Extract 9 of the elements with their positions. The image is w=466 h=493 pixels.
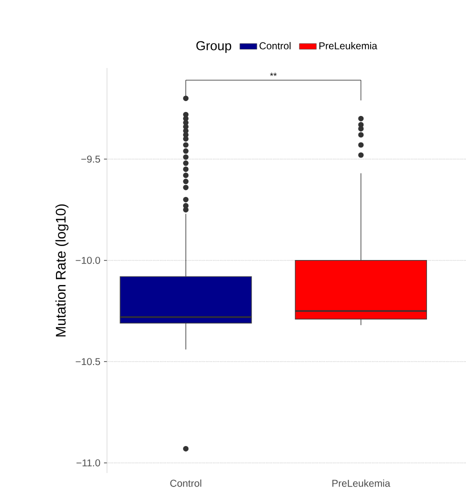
legend-label: PreLeukemia	[319, 42, 378, 50]
y-axis-title: Mutation Rate (log10)	[55, 204, 68, 336]
y-tick-label: −11.0	[76, 459, 100, 466]
legend-label: Control	[260, 42, 291, 50]
y-tick-label: −10.0	[76, 256, 100, 264]
y-tick-label: −9.5	[81, 156, 100, 163]
legend-title: Group	[196, 41, 232, 53]
annotation: **	[270, 72, 277, 76]
y-tick-label: −10.5	[76, 358, 100, 366]
